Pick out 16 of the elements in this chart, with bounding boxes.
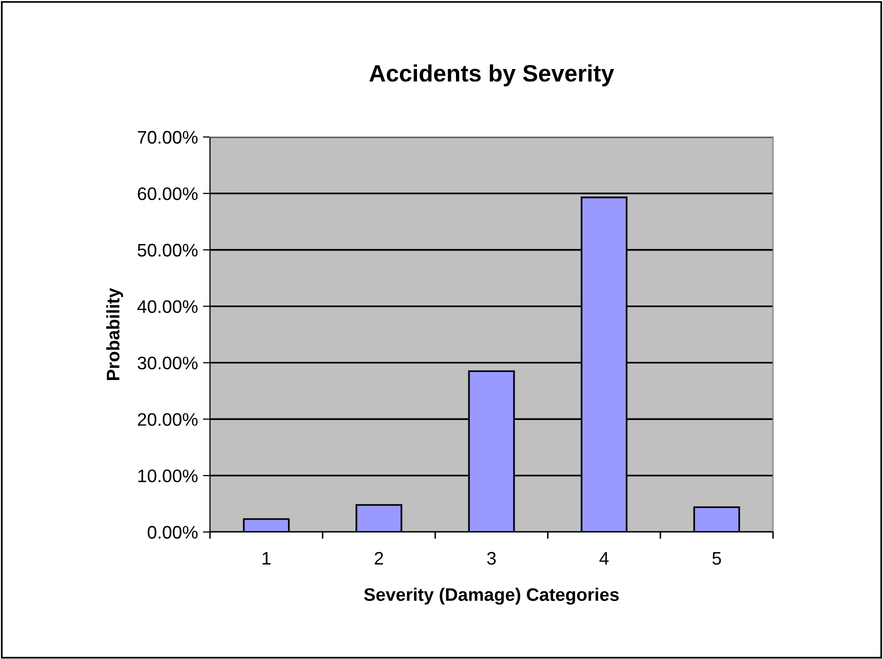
y-tick-label: 50.00% [138, 244, 198, 257]
chart-title: Accidents by Severity [369, 64, 614, 86]
y-tick-label: 60.00% [138, 187, 198, 200]
y-tick-label: 40.00% [137, 300, 198, 314]
x-tick-label: 4 [599, 552, 609, 565]
y-tick-label: 30.00% [138, 356, 198, 370]
y-axis-title: Probability [106, 288, 124, 380]
y-tick-label: 70.00% [138, 130, 198, 144]
y-tick-label: 0.00% [148, 526, 198, 539]
x-tick-label: 1 [262, 552, 270, 565]
x-axis-title: Severity (Damage) Categories [364, 588, 619, 605]
y-tick-label: 10.00% [138, 470, 198, 482]
y-tick-label: 20.00% [138, 413, 198, 426]
x-tick-label: 5 [712, 552, 721, 565]
x-tick-label: 2 [374, 552, 384, 565]
x-tick-label: 3 [487, 552, 496, 565]
